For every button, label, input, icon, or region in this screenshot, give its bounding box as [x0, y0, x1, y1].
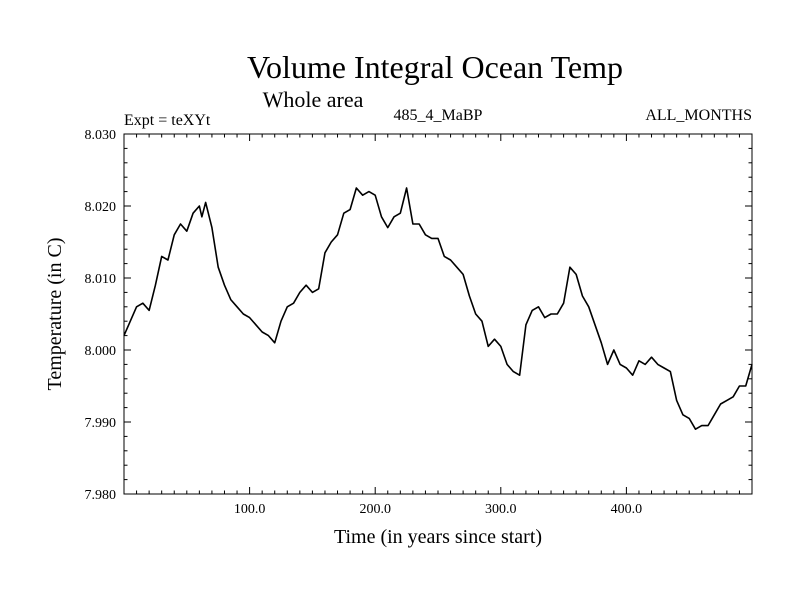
- y-tick-label: 8.000: [85, 344, 117, 359]
- x-tick-label: 200.0: [359, 502, 391, 517]
- y-axis-label: Temperature (in C): [44, 238, 66, 391]
- x-tick-label: 300.0: [485, 502, 517, 517]
- temperature-series-line: [123, 187, 753, 431]
- y-tick-label: 8.010: [85, 272, 117, 287]
- x-axis-label: Time (in years since start): [334, 526, 542, 548]
- chart-title: Volume Integral Ocean Temp: [247, 49, 623, 85]
- y-tick-label: 8.020: [85, 200, 117, 215]
- y-tick-label: 7.980: [85, 488, 117, 503]
- x-tick-label: 100.0: [234, 502, 266, 517]
- y-tick-label: 7.990: [85, 416, 117, 431]
- months-annotation: ALL_MONTHS: [645, 107, 752, 124]
- dataset-annotation: 485_4_MaBP: [394, 107, 483, 124]
- chart-subtitle: Whole area: [263, 87, 364, 112]
- plot-area-frame: [123, 133, 753, 495]
- x-tick-label: 400.0: [611, 502, 643, 517]
- expt-annotation: Expt = teXYt: [124, 112, 211, 129]
- y-tick-label: 8.030: [85, 128, 117, 143]
